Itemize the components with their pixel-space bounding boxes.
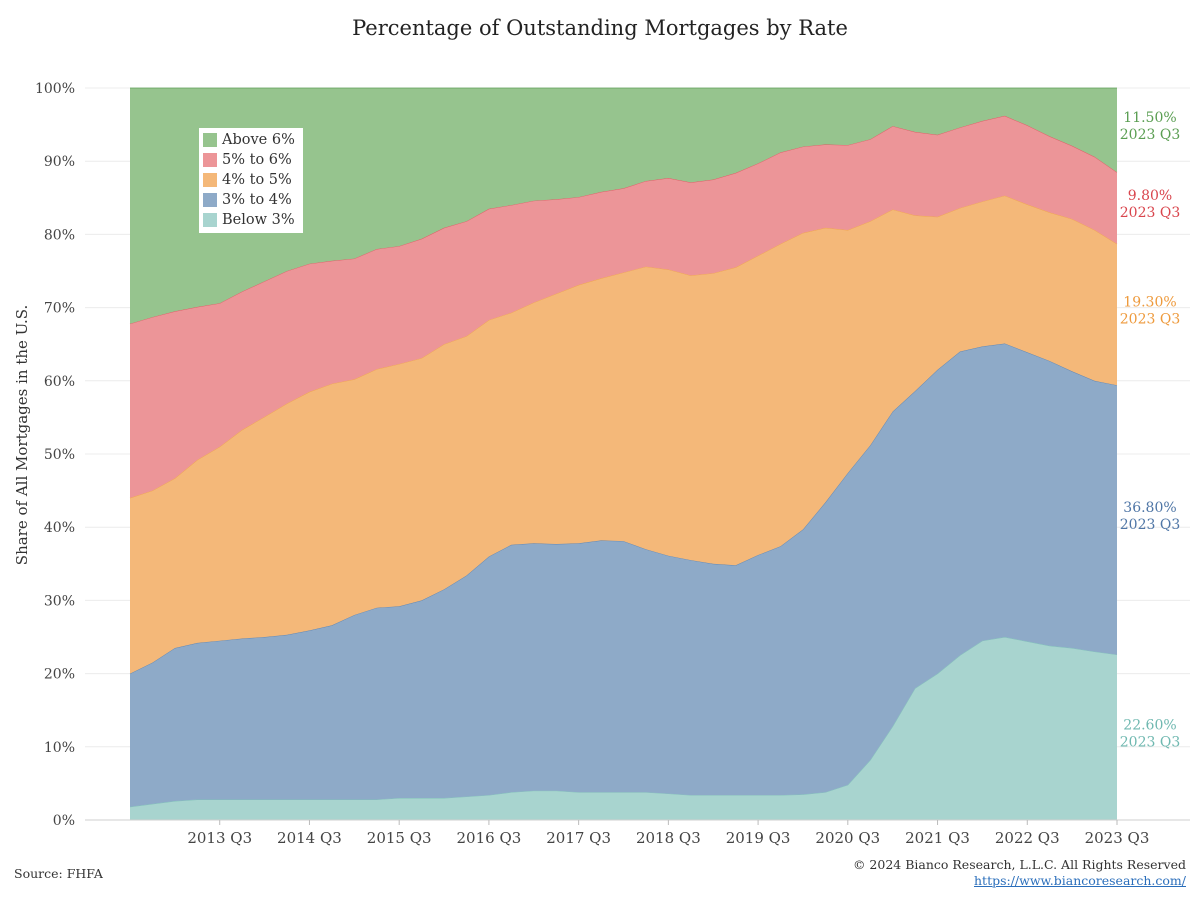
y-tick-label: 30% xyxy=(44,593,75,609)
legend-label: Above 6% xyxy=(222,132,295,148)
legend-item: Below 3% xyxy=(203,210,295,230)
legend-swatch xyxy=(203,213,217,227)
y-tick-label: 80% xyxy=(44,227,75,243)
area-5-to-6 xyxy=(130,115,1117,498)
end-label-period: 2023 Q3 xyxy=(1120,517,1180,533)
legend-label: 3% to 4% xyxy=(222,192,292,208)
end-label: 22.60%2023 Q3 xyxy=(1120,717,1180,750)
legend-label: 4% to 5% xyxy=(222,172,292,188)
stacked-areas xyxy=(129,87,1118,820)
end-label-value: 9.80% xyxy=(1128,188,1172,204)
x-tick-label: 2015 Q3 xyxy=(367,829,432,847)
x-tick-label: 2021 Q3 xyxy=(905,829,970,847)
y-tick-label: 60% xyxy=(44,374,75,390)
end-label: 9.80%2023 Q3 xyxy=(1120,188,1180,221)
x-tick-label: 2017 Q3 xyxy=(546,829,611,847)
end-label-period: 2023 Q3 xyxy=(1120,312,1180,328)
end-label: 11.50%2023 Q3 xyxy=(1120,110,1180,143)
x-tick-label: 2022 Q3 xyxy=(995,829,1060,847)
source-note: Source: FHFA xyxy=(14,866,103,881)
x-tick-label: 2013 Q3 xyxy=(187,829,252,847)
copyright-text: © 2024 Bianco Research, L.L.C. All Right… xyxy=(852,857,1186,872)
end-label-value: 11.50% xyxy=(1123,110,1176,126)
x-tick-label: 2018 Q3 xyxy=(636,829,701,847)
end-label-period: 2023 Q3 xyxy=(1120,127,1180,143)
x-tick-label: 2023 Q3 xyxy=(1085,829,1150,847)
y-tick-label: 100% xyxy=(35,81,75,97)
legend-label: Below 3% xyxy=(222,212,295,228)
y-tick-label: 0% xyxy=(53,813,75,829)
end-label-value: 19.30% xyxy=(1123,295,1176,311)
website-link[interactable]: https://www.biancoresearch.com/ xyxy=(974,873,1186,888)
area-below-3 xyxy=(130,637,1117,820)
y-tick-label: 70% xyxy=(44,301,75,317)
end-label: 36.80%2023 Q3 xyxy=(1120,500,1180,533)
legend-item: 5% to 6% xyxy=(203,150,295,170)
legend-swatch xyxy=(203,133,217,147)
legend-item: 4% to 5% xyxy=(203,170,295,190)
area-4-to-5 xyxy=(130,195,1117,674)
end-label: 19.30%2023 Q3 xyxy=(1120,295,1180,328)
end-label-period: 2023 Q3 xyxy=(1120,205,1180,221)
y-tick-label: 50% xyxy=(44,447,75,463)
end-label-value: 36.80% xyxy=(1123,500,1176,516)
legend-item: 3% to 4% xyxy=(203,190,295,210)
copyright-block: © 2024 Bianco Research, L.L.C. All Right… xyxy=(853,857,1186,889)
y-tick-label: 10% xyxy=(44,740,75,756)
legend-swatch xyxy=(203,153,217,167)
x-tick-label: 2020 Q3 xyxy=(815,829,880,847)
chart-title: Percentage of Outstanding Mortgages by R… xyxy=(352,16,848,40)
legend-item: Above 6% xyxy=(203,130,295,150)
end-label-period: 2023 Q3 xyxy=(1120,734,1180,750)
y-tick-label: 90% xyxy=(44,154,75,170)
y-tick-label: 20% xyxy=(44,667,75,683)
y-axis-label: Share of All Mortgages in the U.S. xyxy=(13,305,31,565)
x-tick-label: 2016 Q3 xyxy=(457,829,522,847)
legend-swatch xyxy=(203,193,217,207)
x-tick-label: 2014 Q3 xyxy=(277,829,342,847)
axes: 0% 10% 20% 30% 40% 50% 60% 70% 80% 90% 100% 2013 Q3… xyxy=(35,81,1190,847)
area-above-6 xyxy=(130,88,1117,324)
end-label-value: 22.60% xyxy=(1123,717,1176,733)
legend-label: 5% to 6% xyxy=(222,152,292,168)
area-3-to-4 xyxy=(130,343,1117,807)
legend-swatch xyxy=(203,173,217,187)
legend: Above 6% 5% to 6% 4% to 5% 3% to 4% Below 3% xyxy=(199,128,303,233)
y-tick-label: 40% xyxy=(44,520,75,536)
x-tick-label: 2019 Q3 xyxy=(726,829,791,847)
